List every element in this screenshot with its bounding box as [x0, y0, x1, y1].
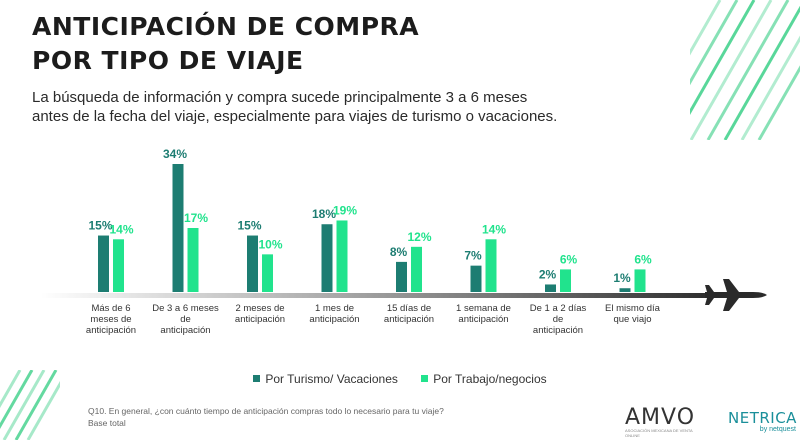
- netrica-logo: NETRICA by netquest: [728, 409, 796, 433]
- category-label-0: Más de 6 meses de anticipación: [86, 303, 136, 336]
- stripe-bottom-left-4: [26, 380, 60, 440]
- category-label-7: El mismo día que viajo: [605, 303, 661, 325]
- category-label-2: 2 meses de anticipación: [235, 303, 285, 325]
- bar-trabajo-3: [336, 220, 348, 292]
- netrica-logo-text: NETRICA: [728, 409, 797, 427]
- data-label-turismo-6: 2%: [539, 267, 557, 281]
- bar-trabajo-0: [113, 239, 124, 292]
- data-label-trabajo-2: 10%: [258, 237, 282, 251]
- category-label-4: 15 días de anticipación: [384, 303, 434, 325]
- bar-turismo-4: [396, 261, 407, 292]
- bar-turismo-5: [470, 265, 482, 292]
- stripe-top-right-6: [740, 35, 800, 140]
- bar-trabajo-7: [634, 269, 646, 292]
- data-label-trabajo-5: 14%: [482, 222, 506, 236]
- stripe-top-right-3: [690, 0, 773, 140]
- data-label-trabajo-6: 6%: [560, 252, 578, 266]
- data-label-trabajo-1: 17%: [184, 211, 208, 225]
- data-label-trabajo-0: 14%: [109, 222, 133, 236]
- legend-label-turismo: Por Turismo/ Vacaciones: [265, 371, 398, 386]
- stripe-top-right-1: [690, 0, 739, 86]
- data-label-trabajo-7: 6%: [634, 252, 652, 266]
- category-label-6: De 1 a 2 días de anticipación: [530, 303, 587, 336]
- amvo-logo: AMVO ASOCIACIÓN MEXICANA DE VENTA ONLINE: [625, 405, 705, 438]
- stripe-bottom-left-2: [2, 370, 46, 440]
- legend-swatch-turismo: [253, 375, 261, 382]
- stripe-top-right-7: [757, 65, 800, 140]
- category-label-1: De 3 a 6 meses de anticipación: [152, 303, 219, 336]
- airplane-icon: [705, 279, 767, 311]
- stripe-top-right-5: [723, 5, 800, 140]
- data-label-turismo-7: 1%: [613, 271, 631, 285]
- bar-trabajo-6: [560, 269, 571, 292]
- bar-turismo-7: [619, 288, 631, 292]
- stripe-top-right-2: [690, 0, 756, 116]
- legend-label-trabajo: Por Trabajo/negocios: [433, 371, 547, 386]
- stripe-bottom-left-0: [0, 370, 22, 409]
- bar-turismo-2: [247, 235, 258, 292]
- subtitle-line-2: antes de la fecha del viaje, especialmen…: [32, 108, 558, 125]
- chart-axis-line: [40, 293, 720, 298]
- page-title: ANTICIPACIÓN DE COMPRA POR TIPO DE VIAJE: [32, 10, 552, 78]
- page-subtitle: La búsqueda de información y compra suce…: [32, 88, 672, 126]
- amvo-logo-tagline: ASOCIACIÓN MEXICANA DE VENTA ONLINE: [625, 428, 693, 438]
- decorative-stripes-top-right: [690, 0, 800, 140]
- category-label-3: 1 mes de anticipación: [309, 303, 359, 325]
- chart-legend: Por Turismo/ Vacaciones Por Trabajo/nego…: [0, 371, 800, 386]
- title-line-2: POR TIPO DE VIAJE: [32, 46, 304, 75]
- data-label-turismo-3: 18%: [312, 207, 336, 221]
- decorative-stripes-bottom-left: [0, 370, 60, 440]
- stripe-top-right-4: [706, 0, 790, 140]
- data-label-turismo-1: 34%: [163, 147, 187, 161]
- bar-trabajo-4: [411, 246, 422, 292]
- data-label-trabajo-3: 19%: [333, 203, 357, 217]
- stripe-top-right-0: [690, 0, 722, 56]
- stripe-bottom-left-3: [14, 370, 58, 440]
- footnote: Q10. En general, ¿con cuánto tiempo de a…: [88, 405, 444, 429]
- data-label-turismo-0: 15%: [88, 219, 112, 233]
- data-label-turismo-5: 7%: [464, 249, 482, 263]
- category-label-5: 1 semana de anticipación: [456, 303, 511, 325]
- bar-turismo-1: [172, 164, 184, 292]
- footnote-base: Base total: [88, 418, 126, 428]
- bar-trabajo-5: [485, 239, 497, 292]
- legend-swatch-trabajo: [421, 375, 429, 382]
- footnote-question: Q10. En general, ¿con cuánto tiempo de a…: [88, 406, 444, 416]
- bar-trabajo-2: [262, 254, 273, 292]
- bar-turismo-0: [98, 235, 109, 292]
- bar-trabajo-1: [187, 228, 199, 292]
- amvo-logo-text: AMVO: [625, 405, 696, 430]
- data-label-turismo-4: 8%: [390, 245, 408, 259]
- bar-turismo-3: [321, 224, 333, 292]
- stripe-bottom-left-1: [0, 370, 34, 430]
- data-label-trabajo-4: 12%: [407, 230, 431, 244]
- bar-chart: 15%14%34%17%15%10%18%19%8%12%7%14%2%6%1%…: [40, 147, 767, 336]
- bar-turismo-6: [545, 284, 556, 292]
- legend-item-turismo: Por Turismo/ Vacaciones: [253, 372, 398, 386]
- netrica-logo-by: by netquest: [759, 426, 796, 433]
- legend-item-trabajo: Por Trabajo/negocios: [421, 371, 547, 386]
- subtitle-line-1: La búsqueda de información y compra suce…: [32, 89, 528, 106]
- title-line-1: ANTICIPACIÓN DE COMPRA: [32, 12, 420, 41]
- data-label-turismo-2: 15%: [237, 219, 261, 233]
